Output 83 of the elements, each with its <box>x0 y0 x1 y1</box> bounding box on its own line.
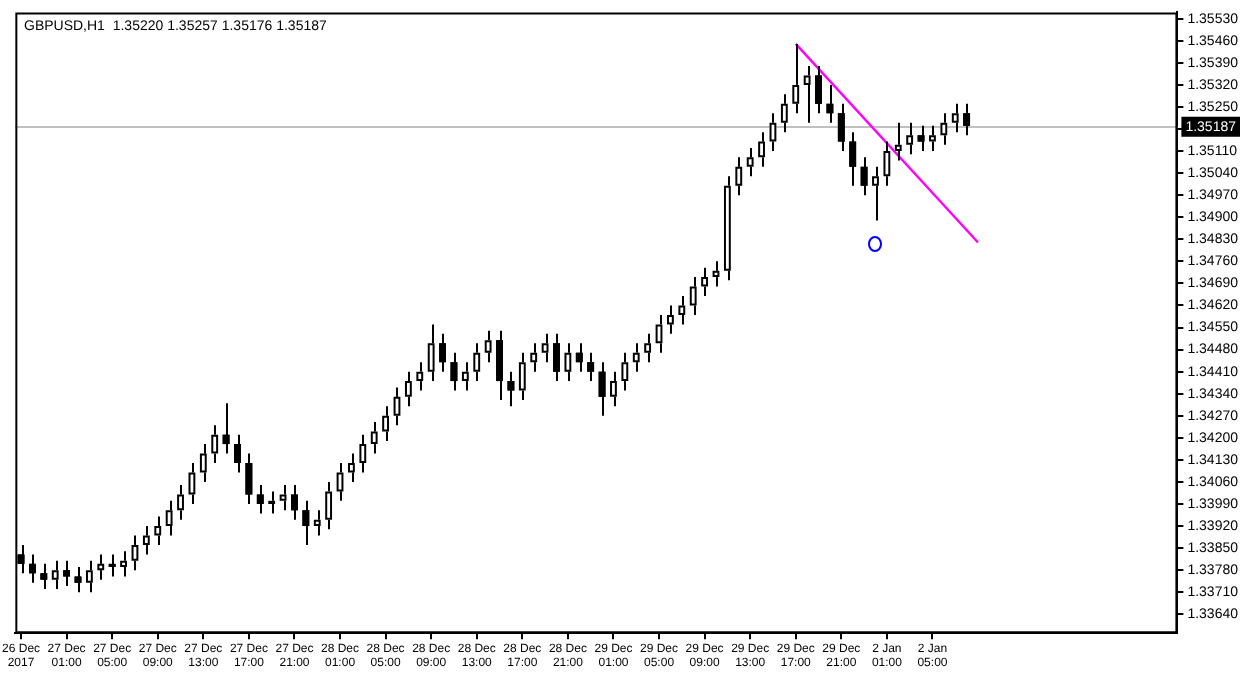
candlestick <box>188 462 196 505</box>
candlestick <box>530 342 538 373</box>
candlestick <box>131 534 139 572</box>
candlestick <box>484 329 492 364</box>
candlestick <box>678 295 686 326</box>
candlestick <box>780 93 788 134</box>
candlestick <box>883 140 891 187</box>
candlestick <box>963 102 971 137</box>
candlestick <box>393 386 401 427</box>
candlestick <box>518 351 526 402</box>
candlestick <box>85 559 93 594</box>
candlestick <box>63 559 71 587</box>
candlestick <box>644 332 652 364</box>
candlestick <box>735 156 743 197</box>
candlestick <box>51 559 59 591</box>
candlestick <box>701 266 709 298</box>
candlestick <box>496 329 503 402</box>
candlestick <box>313 509 321 537</box>
candlestick <box>199 443 207 483</box>
candlestick <box>416 361 424 392</box>
candlestick <box>746 146 754 178</box>
candlestick <box>450 351 458 392</box>
candlestick <box>40 562 48 591</box>
candlestick <box>245 452 253 505</box>
candlestick <box>473 342 481 383</box>
candlestick <box>667 304 674 335</box>
candlestick <box>758 131 765 168</box>
candlestick <box>541 332 549 364</box>
candlestick <box>74 566 82 594</box>
candlestick <box>723 175 731 282</box>
candlestick <box>211 424 219 465</box>
candlestick <box>29 553 36 584</box>
candlestick <box>712 260 720 288</box>
candlestick <box>165 499 173 537</box>
candlestick <box>348 452 355 483</box>
candlestick <box>849 131 857 187</box>
candlestick <box>621 351 629 392</box>
candlestick <box>234 433 241 474</box>
candlestick <box>439 332 446 373</box>
candlestick <box>461 361 469 392</box>
candlestick <box>769 112 777 153</box>
candlestick <box>940 112 948 146</box>
candlestick <box>917 124 925 153</box>
candlestick <box>404 370 412 408</box>
candlestick <box>575 342 583 373</box>
candlestick <box>860 156 868 197</box>
candlestick <box>894 121 902 162</box>
candlestick <box>872 165 879 222</box>
candlestick <box>291 484 298 521</box>
candlestick <box>97 553 105 581</box>
candlestick <box>598 361 606 417</box>
candlestick <box>792 42 800 115</box>
candlestick <box>655 313 663 354</box>
candlestick <box>906 121 914 156</box>
candlestick <box>336 462 344 502</box>
candlestick <box>803 64 811 124</box>
candlestick <box>826 83 834 124</box>
candlestick <box>222 402 230 455</box>
candlestick <box>177 484 184 521</box>
candlestick <box>268 490 276 515</box>
candlestick <box>587 351 595 383</box>
candlestick <box>929 124 936 153</box>
candlestick <box>256 484 264 515</box>
candlestick <box>302 499 310 546</box>
candlestick <box>359 433 367 474</box>
candlestick <box>553 332 560 383</box>
candlestick <box>325 480 333 531</box>
candlestick <box>689 276 697 316</box>
candlestick <box>815 64 822 115</box>
candlestick <box>370 421 378 455</box>
candlestick <box>120 550 127 578</box>
candlestick <box>632 342 640 373</box>
candlestick <box>108 553 116 578</box>
candlestick <box>951 102 959 134</box>
candlestick <box>564 342 572 383</box>
candlestick <box>154 515 162 546</box>
candlestick <box>507 370 515 408</box>
candlestick <box>382 405 390 442</box>
candlestick <box>279 484 287 512</box>
candlestick <box>427 323 435 383</box>
candlestick <box>837 102 845 153</box>
candlestick <box>610 370 617 408</box>
candlestick <box>142 525 150 556</box>
